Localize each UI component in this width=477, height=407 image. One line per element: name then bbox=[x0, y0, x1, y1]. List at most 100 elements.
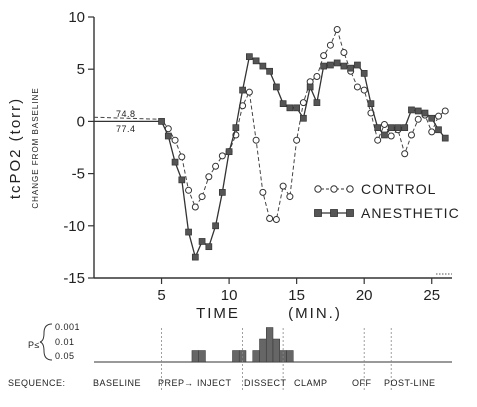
control-point bbox=[320, 52, 328, 60]
significance-bar bbox=[252, 350, 260, 363]
legend-entry-control: CONTROL bbox=[314, 181, 436, 197]
anesthetic-point bbox=[205, 243, 213, 251]
sequence-phase-clamp: CLAMP bbox=[294, 378, 328, 388]
anesthetic-point bbox=[252, 57, 260, 65]
anesthetic-point bbox=[333, 59, 341, 67]
control-point bbox=[191, 203, 199, 211]
significance-brace bbox=[39, 323, 53, 361]
y-tick-label: -15 bbox=[63, 270, 85, 287]
anesthetic-point bbox=[259, 62, 267, 70]
anesthetic-point bbox=[381, 131, 388, 139]
control-point bbox=[178, 153, 186, 161]
control-point bbox=[414, 115, 422, 123]
y-axis-sublabel: CHANGE FROM BASELINE bbox=[31, 87, 40, 208]
control-point bbox=[198, 193, 206, 201]
y-tick-group: 10 5 0 -5 -10 -15 bbox=[63, 9, 94, 287]
x-tick-label: 25 bbox=[423, 287, 440, 304]
control-point bbox=[441, 107, 449, 115]
anesthetic-point bbox=[421, 109, 429, 117]
control-point bbox=[245, 88, 253, 96]
anesthetic-point bbox=[347, 64, 355, 72]
significance-level-005: 0.05 bbox=[55, 351, 75, 361]
y-tick-label: 0 bbox=[77, 113, 85, 130]
anesthetic-point bbox=[185, 228, 192, 236]
anesthetic-point bbox=[428, 114, 436, 122]
anesthetic-point bbox=[354, 61, 361, 69]
main-plot-axes bbox=[93, 17, 452, 279]
legend: CONTROL ANESTHETIC bbox=[314, 181, 460, 221]
sequence-arrow: → bbox=[184, 378, 194, 388]
anesthetic-point bbox=[387, 124, 395, 132]
control-point bbox=[272, 216, 280, 224]
x-axis-label-time: TIME bbox=[196, 305, 240, 322]
sequence-phase-post-line: POST-LINE bbox=[384, 378, 436, 388]
anesthetic-point bbox=[225, 148, 233, 156]
control-point bbox=[266, 214, 274, 222]
x-tick-label: 15 bbox=[288, 287, 305, 304]
control-point bbox=[185, 186, 193, 194]
x-tick-label: 5 bbox=[157, 287, 165, 304]
control-point bbox=[401, 150, 409, 158]
anesthetic-point bbox=[340, 62, 348, 70]
control-point bbox=[212, 162, 220, 170]
anesthetic-point bbox=[306, 83, 314, 91]
significance-p-label: P≤ bbox=[28, 340, 40, 350]
anesthetic-point bbox=[300, 114, 307, 122]
y-tick-label: -5 bbox=[72, 166, 85, 183]
control-point bbox=[407, 131, 415, 139]
y-tick-label: 5 bbox=[77, 61, 85, 78]
control-point bbox=[340, 48, 348, 56]
anesthetic-point bbox=[279, 100, 287, 108]
anesthetic-point bbox=[293, 104, 300, 112]
control-point bbox=[293, 136, 301, 144]
anesthetic-point bbox=[212, 222, 219, 230]
significance-bar bbox=[286, 350, 294, 363]
anesthetic-point bbox=[313, 99, 321, 106]
control-point bbox=[286, 193, 294, 201]
legend-label-control: CONTROL bbox=[361, 181, 436, 197]
control-point bbox=[171, 136, 179, 144]
series-anesthetic bbox=[94, 53, 449, 261]
anesthetic-point bbox=[198, 238, 206, 245]
sequence-label: SEQUENCE: bbox=[8, 378, 66, 388]
significance-panel: P≤ 0.001 0.01 0.05 bbox=[28, 322, 452, 363]
y-axis-label: tcPO2 (torr) bbox=[7, 97, 24, 199]
series-control bbox=[93, 26, 449, 224]
anesthetic-point bbox=[191, 253, 199, 261]
significance-bar bbox=[191, 350, 199, 363]
anesthetic-point bbox=[286, 104, 294, 112]
x-axis-label-unit: (MIN.) bbox=[288, 305, 342, 322]
control-point bbox=[434, 112, 442, 120]
control-point bbox=[360, 86, 368, 94]
anesthetic-point bbox=[327, 61, 334, 69]
control-point bbox=[387, 132, 395, 140]
sequence-bar: SEQUENCE: BASELINE PREP → INJECT DISSECT… bbox=[8, 328, 436, 392]
anesthetic-point bbox=[246, 53, 253, 61]
control-point bbox=[259, 188, 267, 196]
anesthetic-point bbox=[158, 118, 165, 125]
anesthetic-point bbox=[218, 189, 226, 196]
anesthetic-point bbox=[394, 124, 402, 132]
control-point bbox=[252, 136, 260, 144]
baseline-annotation-control: 74.8 bbox=[116, 109, 136, 119]
x-tick-group: 5 10 15 20 25 bbox=[157, 278, 440, 304]
anesthetic-point bbox=[401, 124, 409, 132]
control-point bbox=[353, 83, 361, 91]
control-point bbox=[313, 73, 321, 81]
legend-label-anesthetic: ANESTHETIC bbox=[361, 205, 460, 221]
significance-bar bbox=[198, 350, 206, 363]
control-point bbox=[380, 121, 388, 129]
sequence-phase-baseline: BASELINE bbox=[93, 378, 141, 388]
control-point bbox=[333, 26, 341, 34]
significance-bar bbox=[259, 338, 267, 363]
sequence-phase-inject: INJECT bbox=[197, 378, 232, 388]
anesthetic-point bbox=[232, 124, 240, 132]
anesthetic-point bbox=[441, 134, 449, 142]
control-point bbox=[326, 41, 334, 49]
significance-bar bbox=[265, 327, 274, 363]
anesthetic-point bbox=[178, 176, 186, 184]
anesthetic-point bbox=[171, 158, 179, 166]
anesthetic-point bbox=[273, 83, 280, 91]
sequence-phase-prep: PREP bbox=[158, 378, 185, 388]
